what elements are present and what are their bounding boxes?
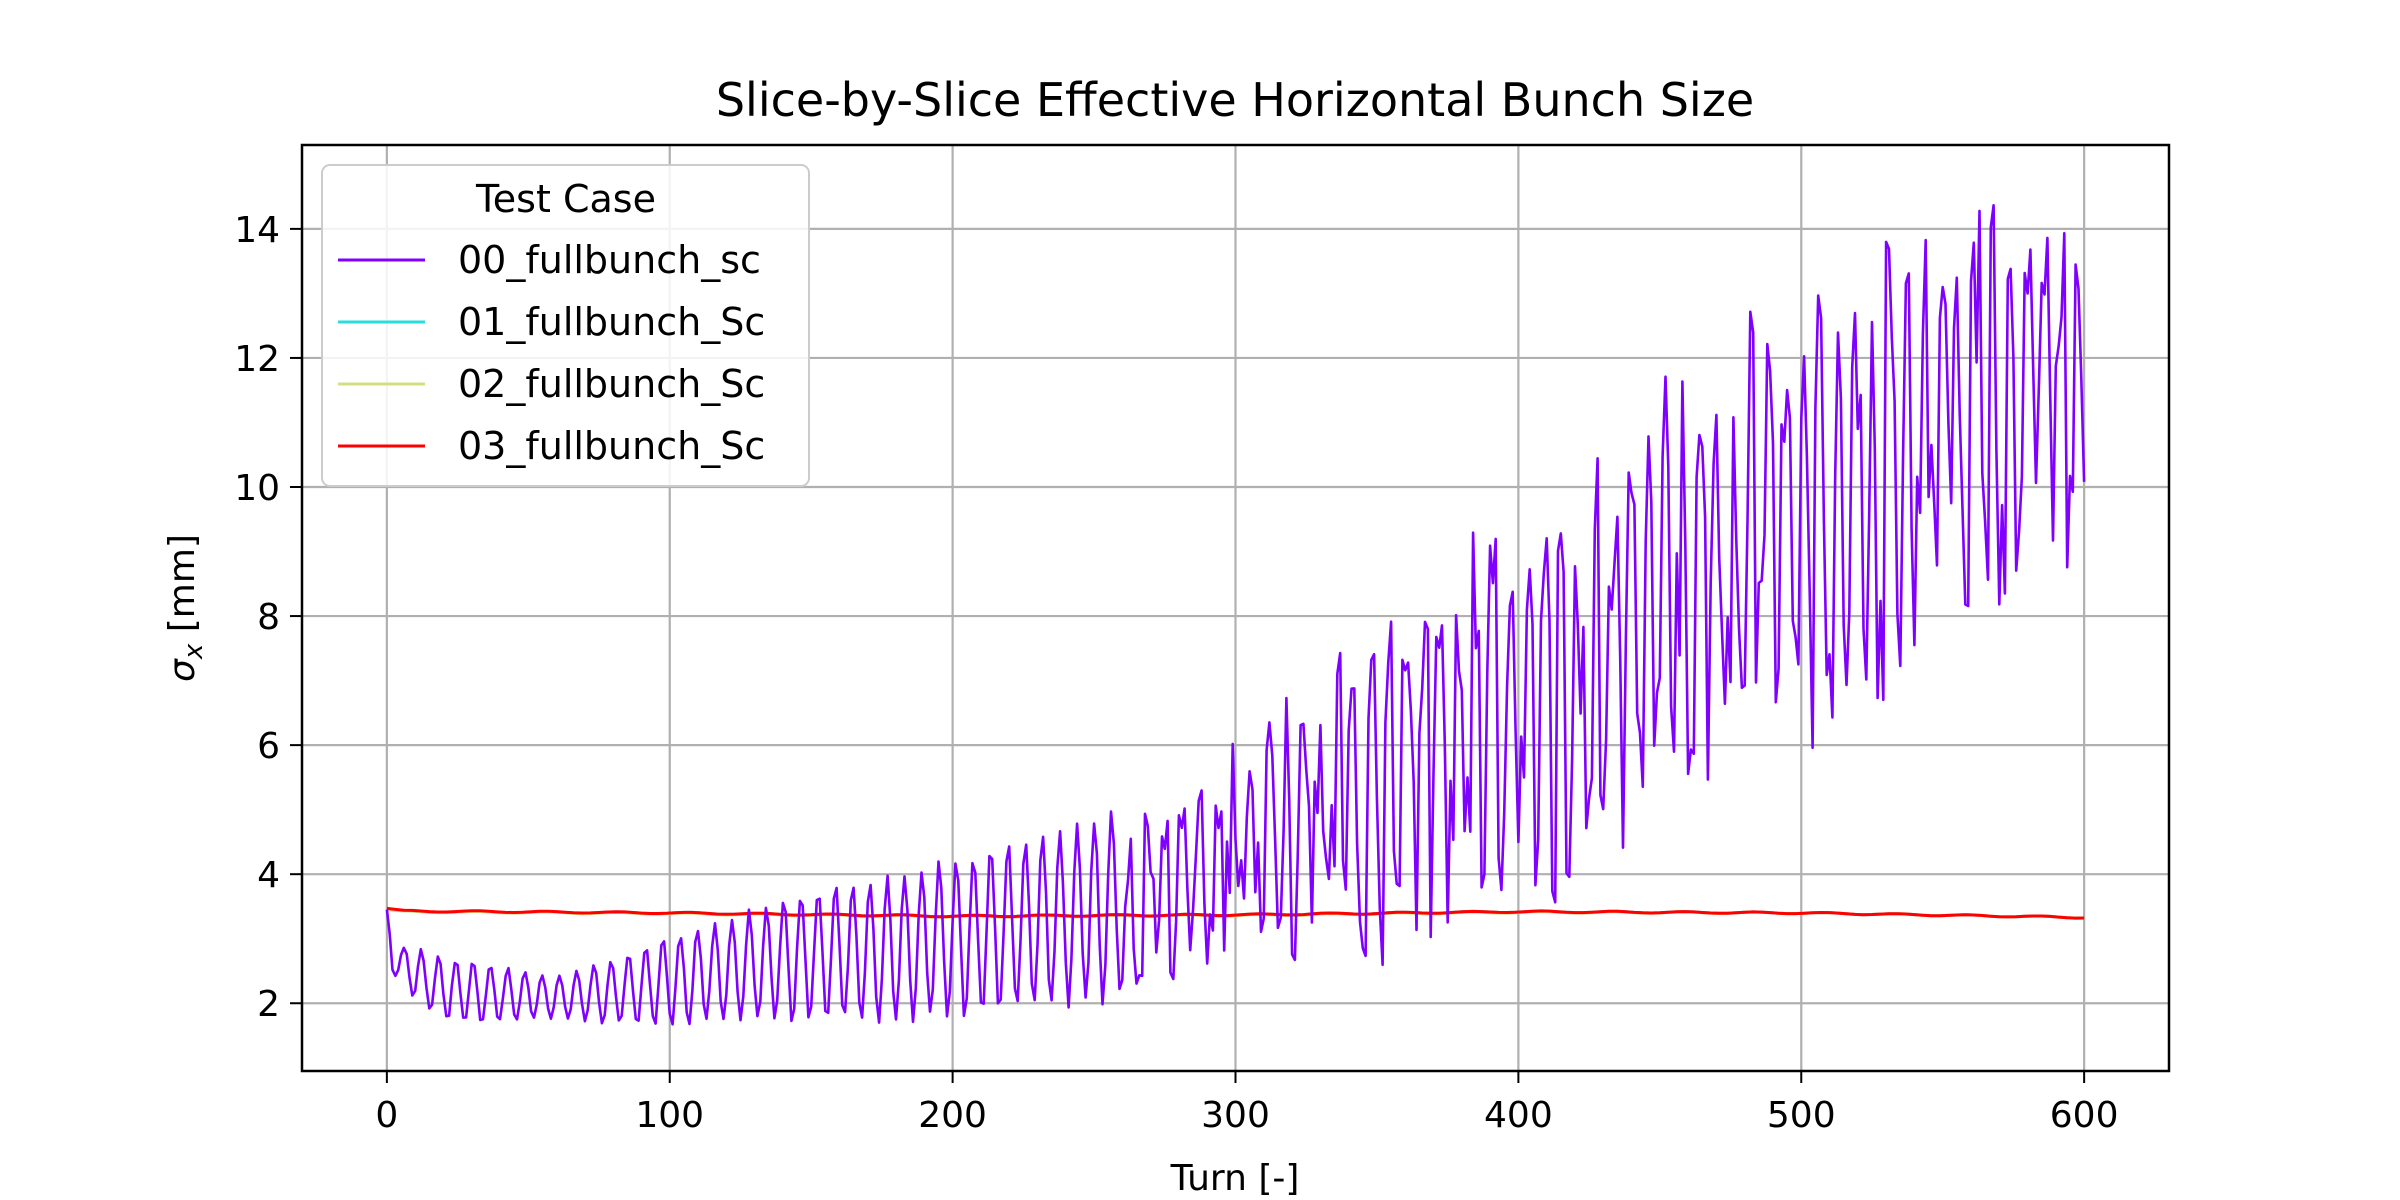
y-tick-label: 14: [234, 210, 280, 251]
y-axis-label-unit: [mm]: [162, 534, 203, 644]
y-tick-label: 6: [257, 726, 280, 767]
series-layer: [385, 204, 2086, 1026]
y-axis-label-subscript: x: [179, 643, 209, 660]
x-tick-label: 200: [918, 1095, 987, 1136]
x-tick-label: 100: [635, 1095, 704, 1136]
legend-entry-label: 03_fullbunch_Sc: [458, 424, 765, 468]
x-axis-label: Turn [-]: [1170, 1158, 1300, 1199]
legend-entry-label: 00_fullbunch_sc: [458, 238, 761, 282]
x-tick-label: 300: [1201, 1095, 1270, 1136]
y-axis-label: σx [mm]: [162, 534, 209, 682]
legend-box: [321, 164, 810, 487]
x-axis: 0 100 200 300 400 500 600: [375, 1071, 2118, 1136]
y-tick-label: 2: [257, 984, 280, 1025]
legend: Test Case 00_fullbunch_sc 01_fullbunch_Sc…: [321, 164, 810, 487]
legend-entries: 00_fullbunch_sc 01_fullbunch_Sc 02_fullbun…: [338, 238, 765, 468]
grid: [302, 145, 2169, 1071]
x-tick-label: 600: [2050, 1095, 2119, 1136]
legend-entry-label: 01_fullbunch_Sc: [458, 300, 765, 344]
y-tick-label: 4: [257, 855, 280, 896]
series-line-00_fullbunch_sc: [385, 204, 2086, 1026]
y-tick-label: 10: [234, 468, 280, 509]
y-tick-label: 12: [234, 339, 280, 380]
y-axis-label-symbol: σ: [162, 658, 203, 682]
chart-title: Slice-by-Slice Effective Horizontal Bunc…: [716, 73, 1754, 127]
series-line-03_fullbunch_Sc: [386, 906, 2085, 920]
x-tick-label: 500: [1767, 1095, 1836, 1136]
y-tick-label: 8: [257, 597, 280, 638]
x-tick-label: 0: [375, 1095, 398, 1136]
legend-title: Test Case: [475, 177, 656, 221]
x-tick-label: 400: [1484, 1095, 1553, 1136]
y-axis: 2 4 6 8 10 12 14: [234, 210, 302, 1025]
legend-entry-label: 02_fullbunch_Sc: [458, 362, 765, 406]
